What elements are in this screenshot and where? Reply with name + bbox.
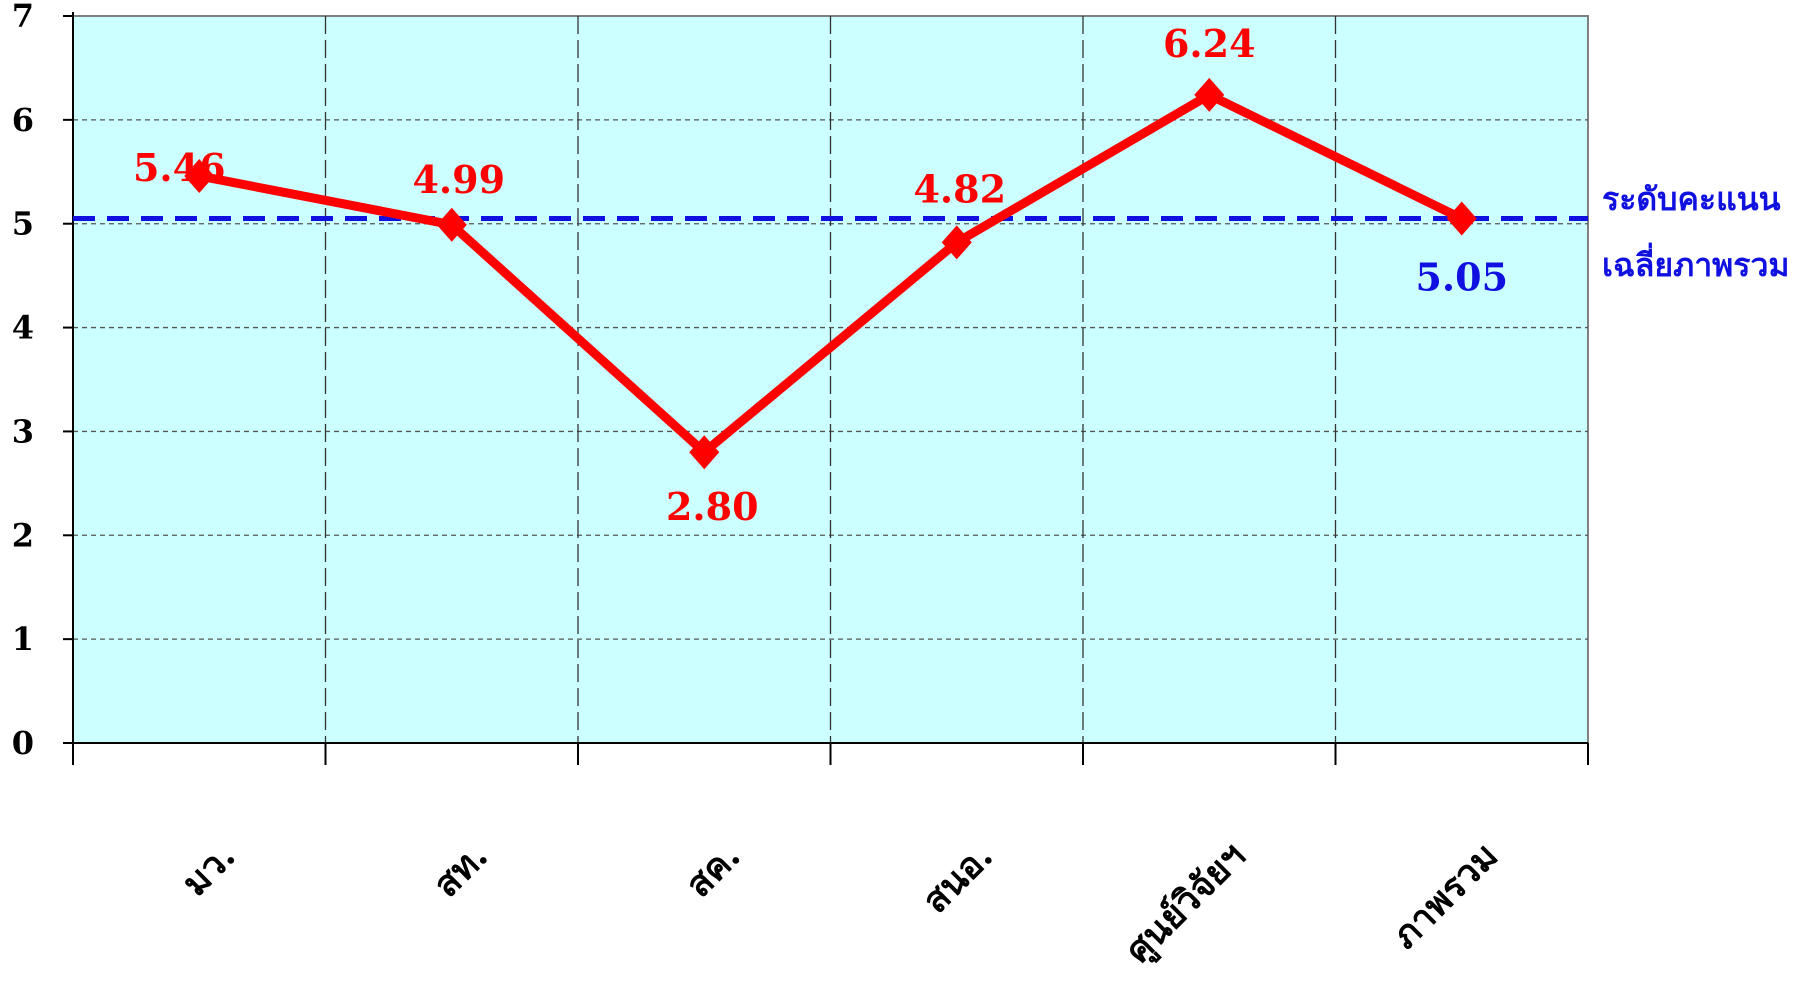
data-point-marker [1194,77,1225,112]
y-tick-label: 3 [12,412,34,450]
data-labels: 5.46 4.99 2.80 4.82 6.24 5.05 [133,21,1508,529]
data-point-marker [1446,201,1477,236]
x-tick-label: มว. [174,835,244,905]
x-tick-label: สค. [677,835,748,906]
gridlines [73,16,1588,743]
x-tick-label: ศูนย์วิจัยฯ [1117,835,1255,973]
y-axis-tick-labels: 0 1 2 3 4 5 6 7 [12,0,34,762]
reference-label-line2: เฉลี่ยภาพรวม [1602,242,1790,284]
data-label: 5.46 [133,145,226,190]
y-tick-label: 4 [12,309,34,347]
reference-label-line1: ระดับคะแนน [1602,180,1781,218]
y-tick-label: 0 [12,724,34,762]
data-label: 5.05 [1415,255,1508,300]
axes [63,12,1589,765]
data-label: 2.80 [666,484,759,529]
y-tick-label: 6 [12,101,34,139]
series-line-path [198,90,1464,457]
data-label: 6.24 [1163,21,1256,66]
series-line [198,90,1464,457]
data-label: 4.82 [913,166,1006,211]
x-tick-label: ภาพรวม [1384,835,1506,957]
x-tick-label: สท. [425,835,496,906]
x-tick-label: สนอ. [914,835,1001,922]
data-point-marker [689,435,720,470]
data-point-marker [436,207,467,242]
data-point-marker [941,225,972,260]
series-markers [184,77,1477,470]
y-tick-label: 7 [12,0,34,35]
data-point-marker [184,158,215,193]
y-tick-label: 5 [12,205,34,243]
y-tick-label: 2 [12,516,34,554]
x-axis-tick-labels: มว. สท. สค. สนอ. ศูนย์วิจัยฯ ภาพรวม [174,835,1506,973]
y-tick-label: 1 [12,620,34,658]
data-label: 4.99 [412,157,505,202]
